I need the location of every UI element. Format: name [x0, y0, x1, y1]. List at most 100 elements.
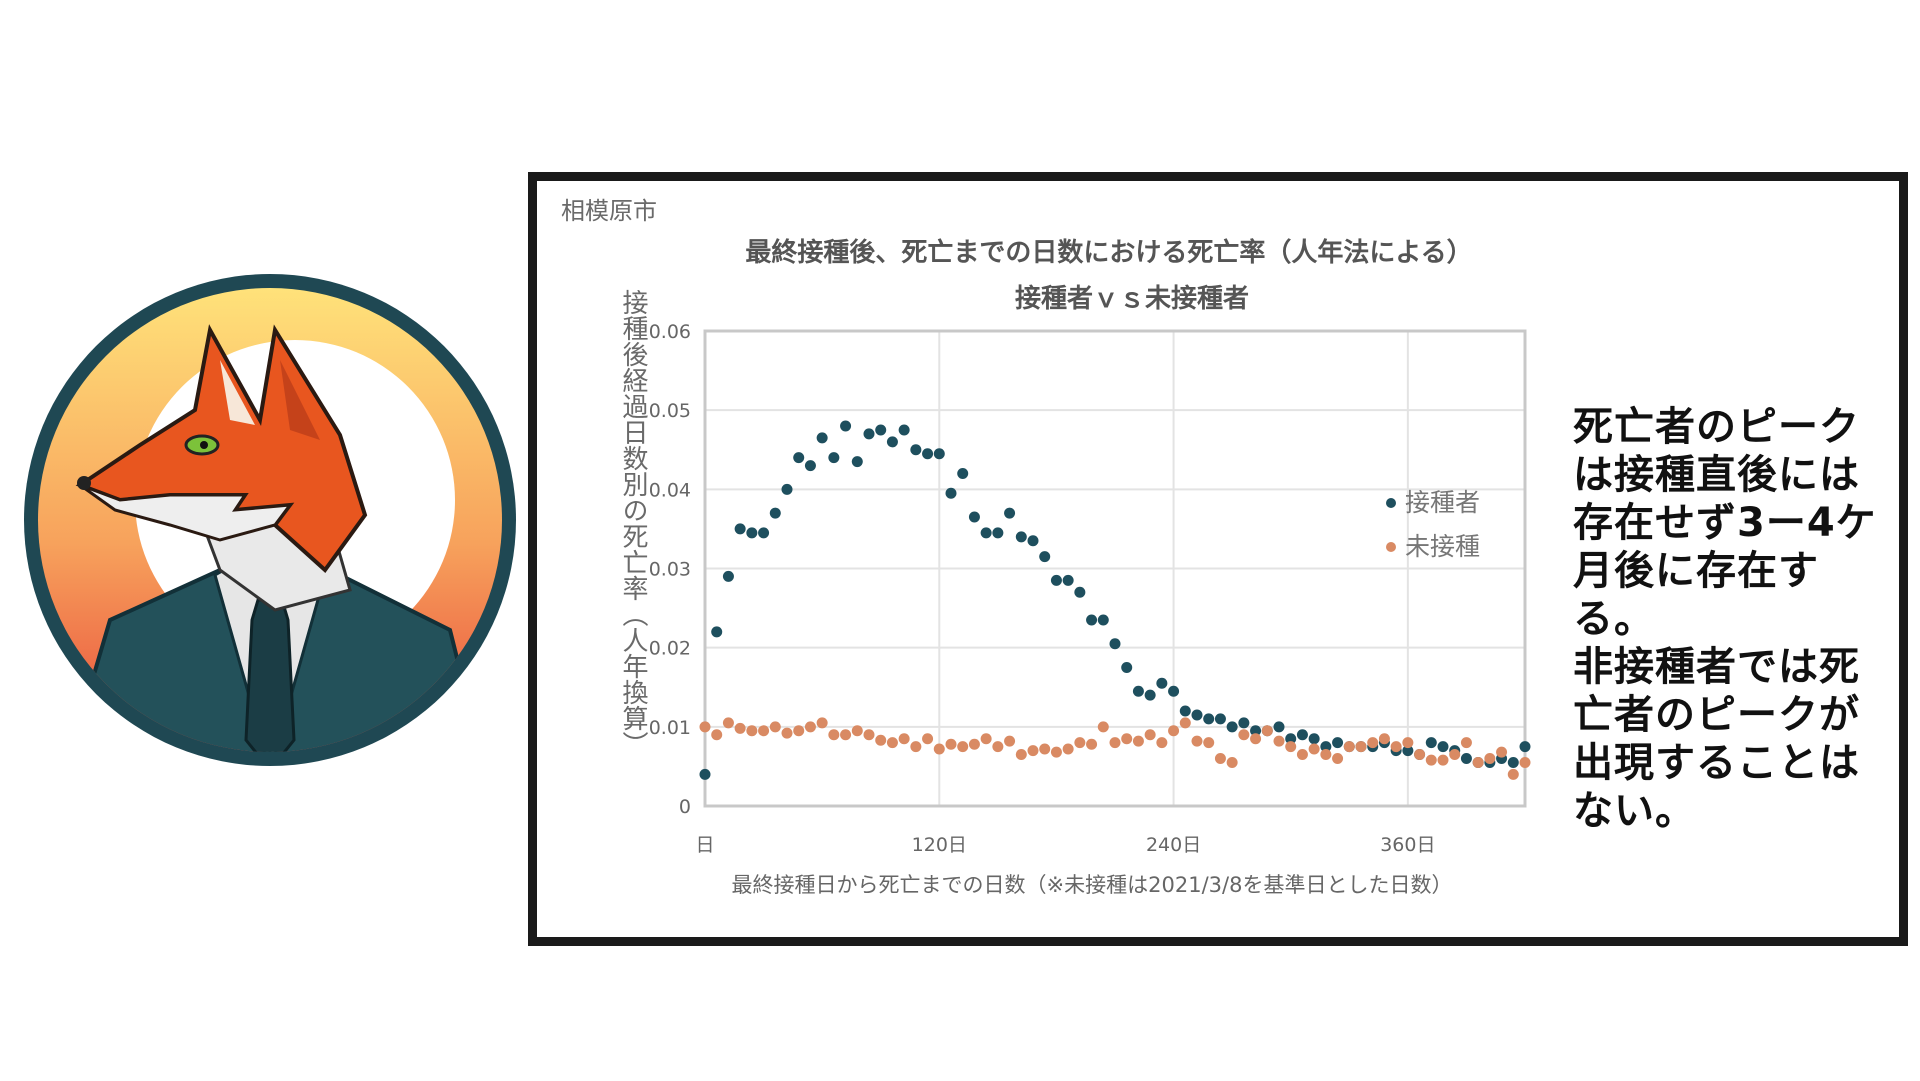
unvaccinated-point — [1156, 737, 1168, 749]
city-label: 相模原市 — [561, 197, 657, 225]
vaccinated-point — [910, 444, 922, 456]
unvaccinated-point — [1507, 768, 1519, 780]
vaccinated-point — [793, 452, 805, 464]
vaccinated-point — [1402, 745, 1414, 757]
unvaccinated-point — [1179, 717, 1191, 729]
unvaccinated-point — [980, 733, 992, 745]
vaccinated-point — [945, 487, 957, 499]
legend-marker — [1386, 498, 1396, 508]
vaccinated-point — [711, 626, 723, 638]
vaccinated-point — [851, 456, 863, 468]
vaccinated-point — [769, 507, 781, 519]
unvaccinated-point — [886, 737, 898, 749]
vaccinated-point — [840, 420, 852, 432]
vaccinated-point — [922, 448, 934, 460]
vaccinated-point — [1179, 705, 1191, 717]
y-tick-label: 0.02 — [649, 638, 691, 660]
vaccinated-point — [1507, 756, 1519, 768]
vaccinated-point — [1273, 721, 1285, 733]
unvaccinated-point — [1121, 733, 1133, 745]
vaccinated-point — [1168, 685, 1180, 697]
x-axis-label: 最終接種日から死亡までの日数（※未接種は2021/3/8を基準日とした日数） — [732, 873, 1453, 897]
unvaccinated-point — [1238, 729, 1250, 741]
vaccinated-point — [980, 527, 992, 539]
unvaccinated-point — [992, 741, 1004, 753]
unvaccinated-point — [699, 721, 711, 733]
unvaccinated-point — [1074, 737, 1086, 749]
vaccinated-point — [1437, 741, 1449, 753]
y-axis-label: 接種後経過日数別の死亡率（人年換算） — [618, 289, 648, 757]
unvaccinated-point — [804, 721, 816, 733]
unvaccinated-point — [1414, 749, 1426, 761]
vaccinated-point — [886, 436, 898, 448]
plot-area — [703, 329, 1527, 808]
unvaccinated-point — [1402, 737, 1414, 749]
unvaccinated-point — [1004, 735, 1016, 747]
vaccinated-point — [1460, 753, 1472, 764]
unvaccinated-point — [1496, 746, 1508, 758]
vaccinated-point — [1250, 725, 1262, 737]
x-tick-label: 360日 — [1380, 834, 1435, 856]
chart-panel: 相模原市 最終接種後、死亡までの日数における死亡率（人年法による） 接種者ｖｓ未… — [528, 172, 1908, 946]
vaccinated-point — [746, 527, 758, 539]
vaccinated-point — [816, 432, 828, 444]
unvaccinated-point — [758, 725, 770, 737]
unvaccinated-point — [1144, 729, 1156, 741]
vaccinated-point — [722, 570, 734, 582]
unvaccinated-point — [1062, 743, 1074, 755]
unvaccinated-point — [1261, 725, 1273, 737]
unvaccinated-point — [1285, 741, 1297, 753]
tie-icon — [244, 598, 296, 752]
vaccinated-point — [1519, 741, 1531, 753]
unvaccinated-point — [828, 729, 840, 741]
unvaccinated-point — [1355, 741, 1367, 753]
vaccinated-point — [828, 452, 840, 464]
chart-title: 最終接種後、死亡までの日数における死亡率（人年法による） — [745, 237, 1472, 268]
unvaccinated-point — [1027, 745, 1039, 757]
unvaccinated-point — [1203, 737, 1215, 749]
unvaccinated-point — [781, 727, 793, 739]
unvaccinated-point — [1039, 743, 1051, 755]
vaccinated-point — [898, 424, 910, 436]
vaccinated-point — [1062, 574, 1074, 586]
vaccinated-point — [1214, 713, 1226, 725]
chart-subtitle: 接種者ｖｓ未接種者 — [1015, 284, 1249, 314]
unvaccinated-point — [1425, 754, 1437, 766]
vaccinated-point — [699, 768, 711, 780]
legend-label: 未接種 — [1405, 532, 1480, 561]
unvaccinated-point — [1320, 749, 1332, 761]
unvaccinated-point — [746, 725, 758, 737]
unvaccinated-point — [1191, 735, 1203, 747]
data-points — [699, 420, 1531, 780]
legend-marker — [1386, 542, 1396, 552]
unvaccinated-point — [1132, 735, 1144, 747]
fox-in-suit-logo — [24, 274, 516, 766]
unvaccinated-point — [1273, 735, 1285, 747]
unvaccinated-point — [1226, 756, 1238, 768]
vaccinated-point — [1425, 737, 1437, 749]
vaccinated-point — [1226, 721, 1238, 733]
unvaccinated-point — [1437, 754, 1449, 766]
vaccinated-point — [1097, 614, 1109, 626]
vaccinated-point — [933, 448, 945, 460]
unvaccinated-point — [1449, 749, 1461, 761]
unvaccinated-point — [722, 717, 734, 729]
vaccinated-point — [1144, 689, 1156, 701]
vaccinated-point — [1121, 661, 1133, 673]
vaccinated-point — [1285, 733, 1297, 745]
unvaccinated-point — [1015, 749, 1027, 761]
vaccinated-point — [1308, 733, 1320, 745]
vaccinated-point — [1086, 614, 1098, 626]
unvaccinated-point — [1332, 753, 1344, 764]
fox-nose-icon — [77, 476, 91, 490]
annotation-note: 死亡者のピーク は接種直後には 存在せず3ー4ケ 月後に存在する。 非接種者では… — [1573, 404, 1877, 834]
vaccinated-point — [1004, 507, 1016, 519]
y-tick-label: 0.01 — [649, 717, 691, 739]
vaccinated-point — [1132, 685, 1144, 697]
y-tick-label: 0.03 — [649, 559, 691, 581]
unvaccinated-point — [769, 721, 781, 733]
unvaccinated-point — [1519, 756, 1531, 768]
x-tick-label: 日 — [695, 834, 714, 856]
unvaccinated-point — [1367, 737, 1379, 749]
vaccinated-point — [992, 527, 1004, 539]
